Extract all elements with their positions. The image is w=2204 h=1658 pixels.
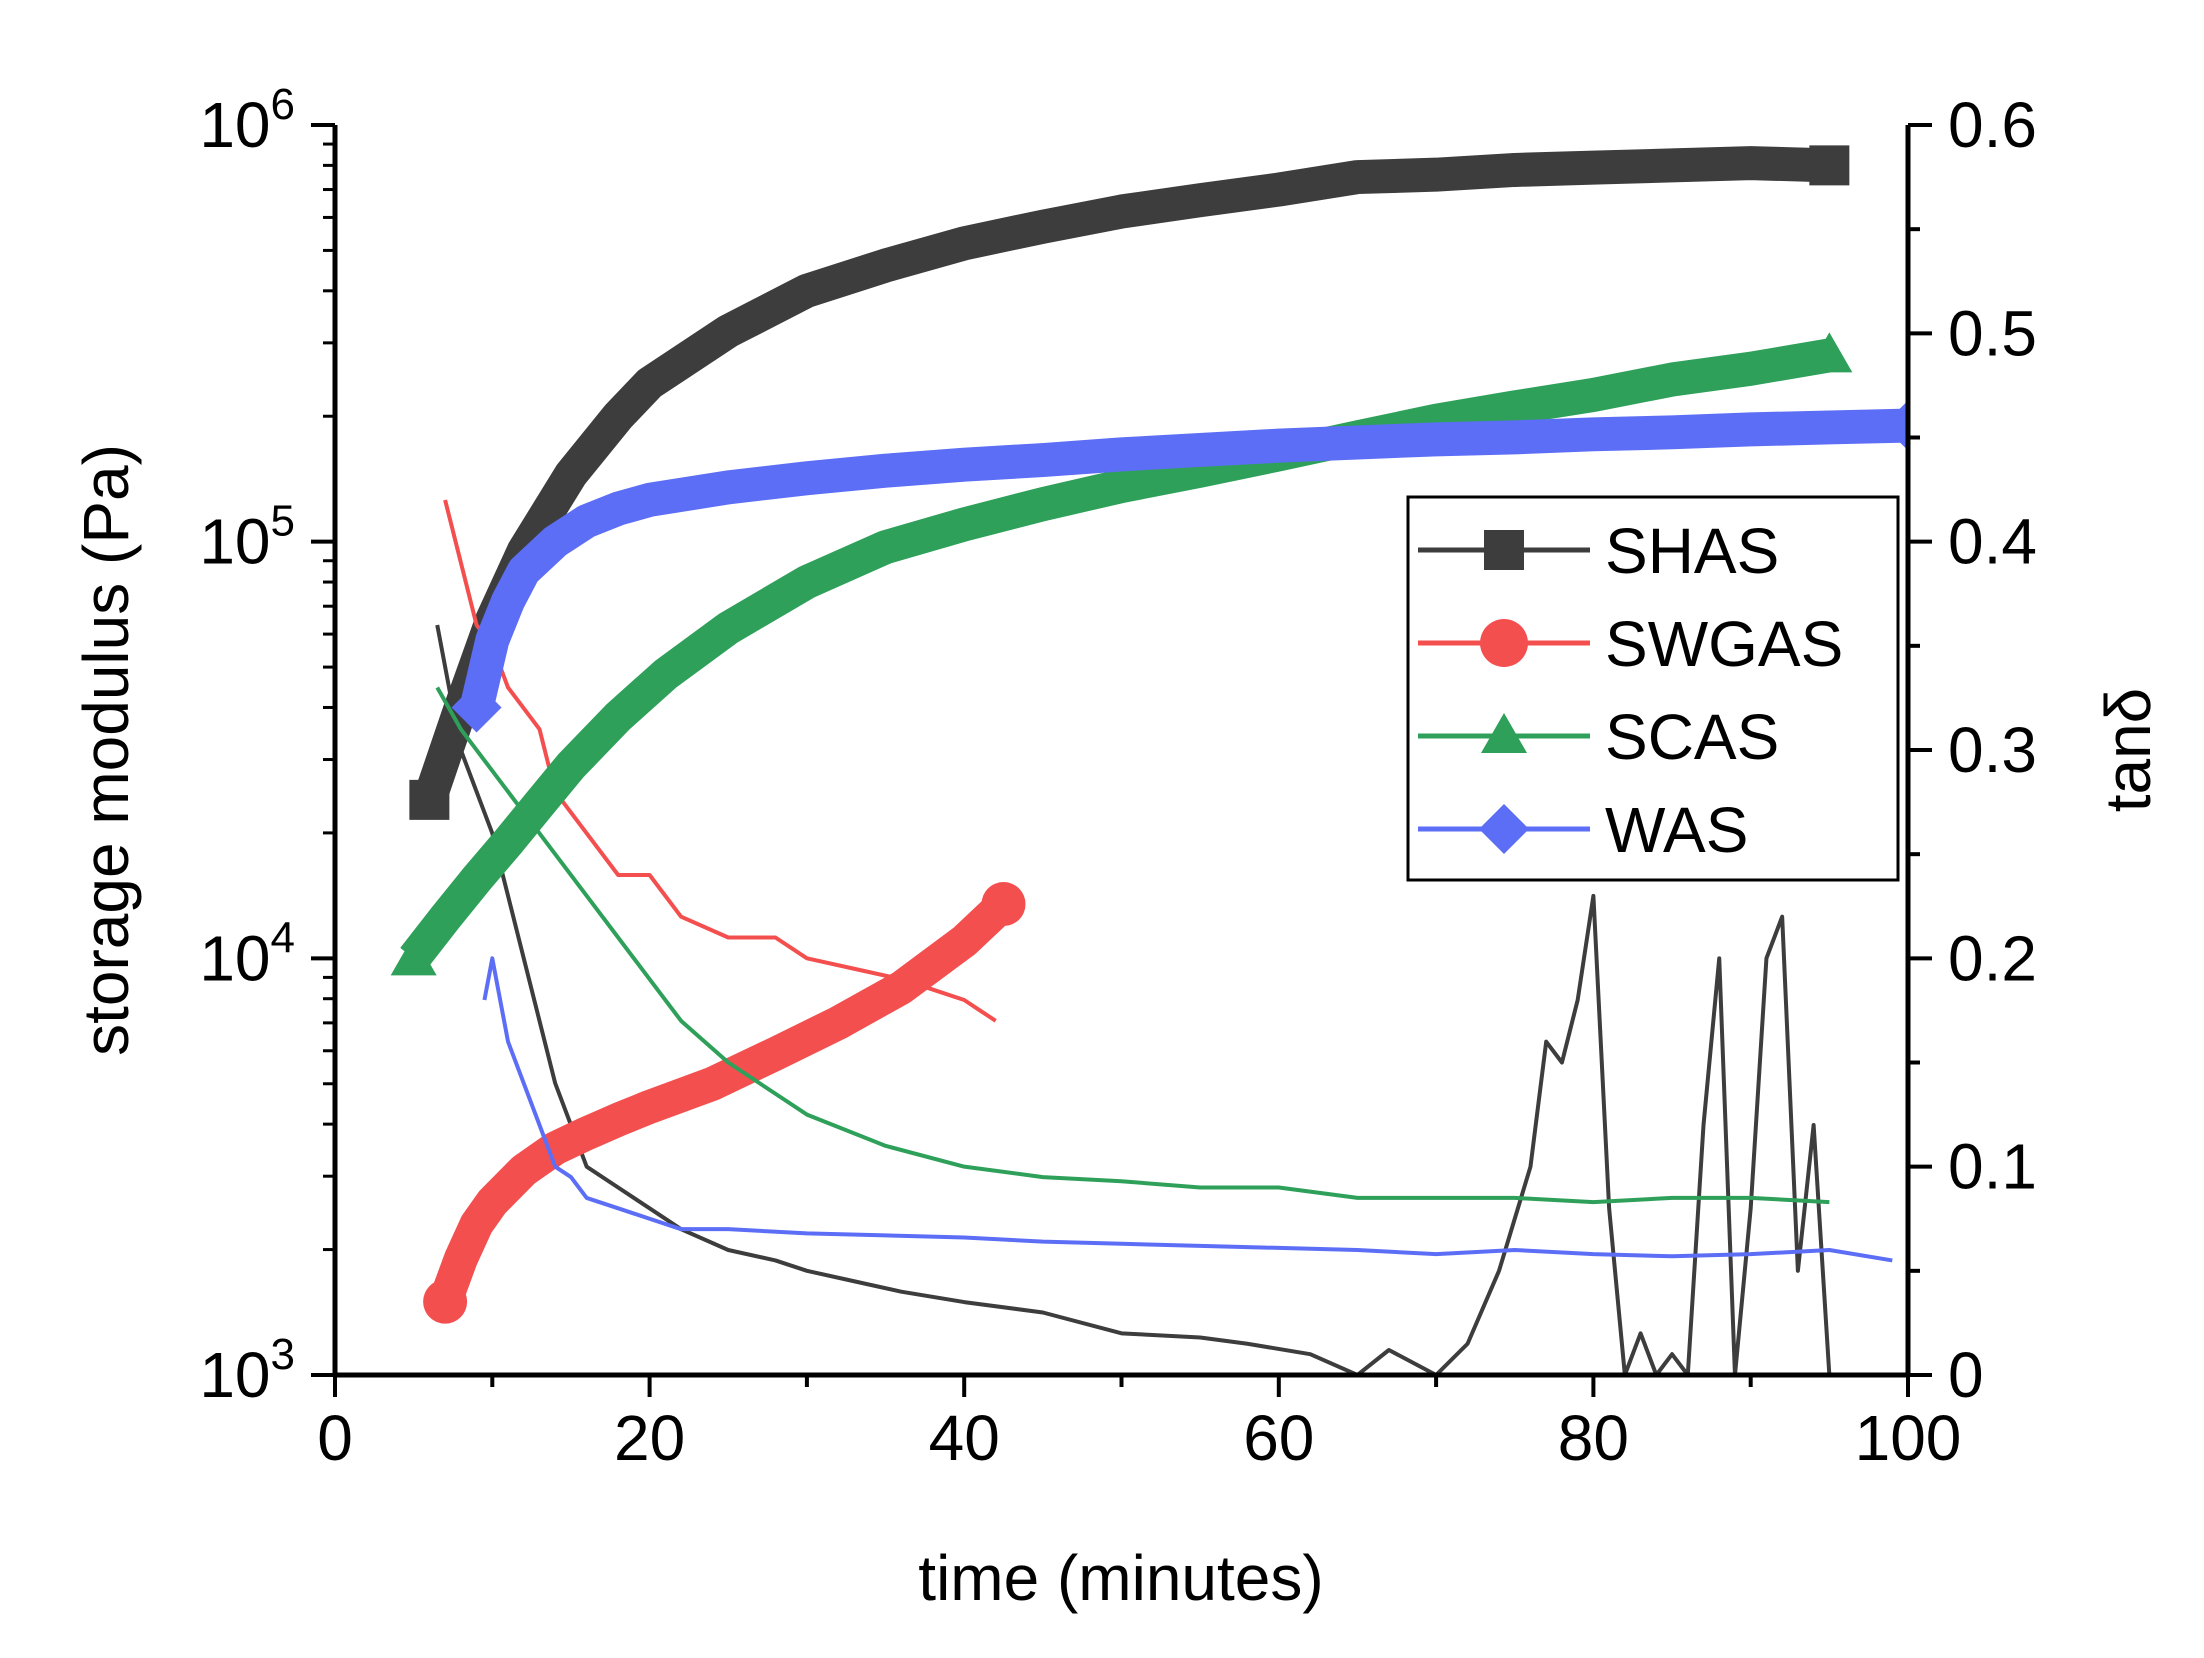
y-left-tick-label: 106 bbox=[199, 80, 295, 161]
y-left-tick-label: 103 bbox=[199, 1330, 295, 1411]
y-right-tick-label: 0.5 bbox=[1948, 297, 2037, 369]
x-tick-label: 40 bbox=[929, 1402, 1000, 1474]
storage-modulus-marker bbox=[409, 779, 450, 820]
storage-modulus-marker bbox=[451, 682, 502, 733]
storage-modulus-marker bbox=[423, 1279, 468, 1324]
storage-modulus-marker bbox=[390, 935, 437, 976]
series-layer bbox=[390, 145, 1908, 1375]
y-left-tick-label: 104 bbox=[199, 913, 295, 994]
storage-modulus-line-shas bbox=[413, 146, 1830, 806]
tan-delta-line-scas bbox=[435, 686, 1830, 1205]
y-right-tick-label: 0.3 bbox=[1948, 714, 2037, 786]
storage-modulus-line-was bbox=[460, 408, 1908, 712]
legend-label: SCAS bbox=[1605, 701, 1779, 773]
tan-delta-line-shas bbox=[435, 624, 1832, 1375]
y-right-tick-label: 0.6 bbox=[1948, 89, 2037, 161]
legend-item-shas: SHAS bbox=[1418, 515, 1779, 587]
storage-modulus-marker bbox=[981, 882, 1026, 927]
x-tick-label: 0 bbox=[317, 1402, 353, 1474]
legend-label: SHAS bbox=[1605, 515, 1779, 587]
legend-marker bbox=[1484, 530, 1524, 570]
y-right-tick-label: 0.1 bbox=[1948, 1131, 2037, 1203]
x-tick-label: 20 bbox=[614, 1402, 685, 1474]
legend-item-swgas: SWGAS bbox=[1418, 608, 1843, 680]
legend: SHAS SWGAS SCAS WAS bbox=[1406, 495, 1900, 882]
series-was bbox=[451, 400, 1908, 1263]
storage-modulus-line-swgas bbox=[429, 891, 1016, 1308]
legend-item-scas: SCAS bbox=[1418, 701, 1779, 773]
legend-label: WAS bbox=[1605, 794, 1748, 866]
y-right-tick-label: 0.4 bbox=[1948, 506, 2037, 578]
storage-modulus-marker bbox=[1883, 400, 1908, 451]
legend-label: SWGAS bbox=[1605, 608, 1843, 680]
legend-item-was: WAS bbox=[1418, 794, 1748, 866]
legend-marker bbox=[1481, 713, 1527, 753]
y-right-tick-label: 0.2 bbox=[1948, 922, 2037, 994]
legend-marker bbox=[1479, 804, 1529, 854]
y-axis-left-title: storage modulus (Pa) bbox=[70, 444, 142, 1056]
storage-modulus-marker bbox=[1806, 332, 1853, 373]
legend-marker bbox=[1480, 619, 1528, 667]
y-axis-right-title: tanδ bbox=[2092, 688, 2164, 813]
x-tick-label: 80 bbox=[1558, 1402, 1629, 1474]
x-tick-label: 60 bbox=[1243, 1402, 1314, 1474]
y-left-tick-label: 105 bbox=[199, 497, 295, 578]
x-axis-title: time (minutes) bbox=[918, 1542, 1323, 1614]
series-shas bbox=[409, 145, 1850, 1375]
storage-modulus-marker bbox=[1809, 145, 1850, 186]
series-scas bbox=[390, 332, 1853, 1205]
x-tick-label: 100 bbox=[1855, 1402, 1962, 1474]
y-right-tick-label: 0 bbox=[1948, 1339, 1984, 1411]
tan-delta-line-was bbox=[482, 956, 1893, 1263]
ticks-layer: 0 20 40 60 80 100 103 104 105 106 0 0.1 0.2 0.3 0.4 0.5… bbox=[199, 80, 2037, 1474]
